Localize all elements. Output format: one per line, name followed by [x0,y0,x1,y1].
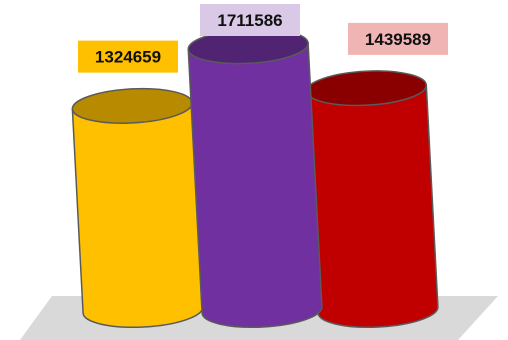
data-label-bg-3 [348,22,448,55]
data-label-text-1: 1324659 [95,48,161,67]
data-label-group: 1324659 1711586 1439589 [78,4,448,73]
bar-body-2 [187,42,323,329]
bar-cylinder-3 [305,70,439,329]
data-label-bg-2 [200,4,300,36]
bar-group [71,28,439,329]
data-label-bg-1 [78,40,178,73]
data-label-text-2: 1711586 [217,11,282,30]
bar-body-1 [71,101,204,329]
data-label-3: 1439589 [348,22,448,55]
bar-cylinder-1 [71,87,204,329]
data-label-2: 1711586 [200,4,300,36]
data-label-text-3: 1439589 [365,30,431,49]
bar-body-3 [305,84,439,329]
bar-cylinder-2 [187,28,323,329]
data-label-1: 1324659 [78,40,178,73]
